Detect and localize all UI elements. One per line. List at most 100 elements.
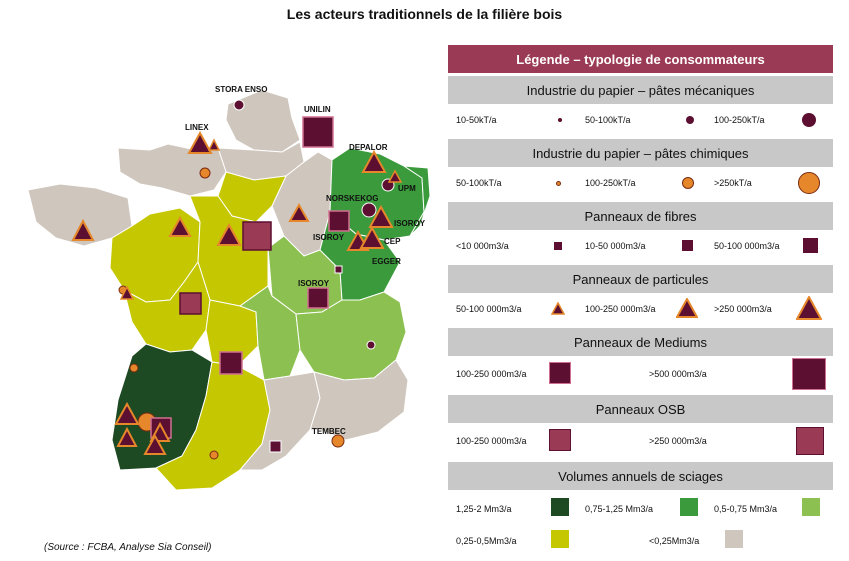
chem-pulp-tembec — [331, 434, 345, 448]
legend-panel: Légende – typologie de consommateurs Ind… — [448, 45, 833, 554]
region-languedoc — [238, 371, 321, 471]
particle-panel-isoroy-east — [368, 204, 394, 228]
particle-panel-ile-de-france — [216, 222, 242, 246]
label-cep: CEP — [384, 237, 401, 246]
medium-panel-champagne — [328, 210, 350, 232]
medium-panel-unilin — [302, 116, 334, 148]
medium-triangle-icon — [676, 298, 698, 318]
particle-panel-bretagne — [71, 218, 95, 241]
label-isoroy-east: ISOROY — [394, 219, 426, 228]
legend-label: <10 000m3/a — [456, 241, 509, 251]
legend-label: 50-100 000m3/a — [714, 241, 780, 251]
legend-row-mediums: 100-250 000m3/a >500 000m3/a — [448, 356, 833, 392]
chem-pulp-charente — [129, 363, 139, 373]
particle-panel-norskekog — [387, 169, 403, 183]
medium-panel-isoroy-bourgogne — [307, 287, 329, 309]
legend-label: >250 000m3/a — [714, 304, 772, 314]
beige-swatch — [725, 530, 743, 548]
legend-label: 50-100kT/a — [585, 115, 631, 125]
region-nord — [225, 89, 301, 153]
legend-label: 1,25-2 Mm3/a — [456, 504, 512, 514]
legend-row-particle: 50-100 000m3/a 100-250 000m3/a >250 000m… — [448, 293, 833, 325]
osb-panel-centre — [242, 221, 272, 251]
light-green-swatch — [802, 498, 820, 516]
legend-title: Légende – typologie de consommateurs — [448, 45, 833, 73]
particle-panel-landes-1 — [114, 401, 140, 425]
region-auvergne — [238, 285, 301, 381]
legend-label: 100-250kT/a — [585, 178, 636, 188]
small-triangle-icon — [551, 302, 565, 315]
particle-panel-landes-3 — [116, 426, 138, 447]
region-alsace — [403, 165, 431, 237]
particle-panel-normandie — [168, 215, 192, 237]
large-square-icon — [796, 427, 824, 455]
particle-panel-landes-4 — [143, 433, 167, 455]
medium-square-icon — [682, 240, 693, 251]
source-note: (Source : FCBA, Analyse Sia Conseil) — [44, 542, 212, 553]
mech-pulp-norskekog — [361, 202, 377, 218]
mech-pulp-stora-enso — [233, 99, 245, 111]
mech-pulp-jura — [366, 340, 376, 350]
legend-label: 0,75-1,25 Mm3/a — [585, 504, 654, 514]
label-isoroy-champagne: ISOROY — [313, 233, 345, 242]
legend-label: 100-250 000m3/a — [456, 436, 527, 446]
medium-circle-icon — [682, 177, 694, 189]
small-circle-icon — [556, 181, 561, 186]
label-norskekog: NORSKEKOG — [326, 194, 378, 203]
particle-panel-linex-2 — [207, 138, 221, 151]
region-normandie — [117, 143, 227, 197]
legend-row-mech-pulp: 10-50kT/a 50-100kT/a 100-250kT/a — [448, 104, 833, 136]
medium-square-icon — [549, 429, 571, 451]
legend-label: 10-50kT/a — [456, 115, 497, 125]
chem-pulp-pau — [209, 450, 219, 460]
dark-green-swatch — [551, 498, 569, 516]
particle-panel-picardie — [288, 202, 310, 222]
legend-label: 0,5-0,75 Mm3/a — [714, 504, 778, 514]
legend-label: 0,25-0,5Mm3/a — [456, 536, 517, 546]
legend-label: 50-100 000m3/a — [456, 304, 522, 314]
label-upm: UPM — [398, 184, 416, 193]
label-linex: LINEX — [185, 123, 209, 132]
particle-panel-vendee — [119, 285, 135, 300]
particle-panel-cep — [359, 225, 385, 249]
large-circle-icon — [802, 113, 816, 127]
legend-heading-fibre: Panneaux de fibres — [448, 202, 833, 230]
label-isoroy-bourgogne: ISOROY — [298, 279, 330, 288]
region-paca — [309, 359, 409, 441]
legend-heading-sciages: Volumes annuels de sciages — [448, 462, 833, 490]
fibre-panel-toulouse — [269, 440, 282, 453]
legend-heading-mediums: Panneaux de Mediums — [448, 328, 833, 356]
legend-label: 50-100kT/a — [456, 178, 502, 188]
legend-label: >500 000m3/a — [649, 369, 707, 379]
label-egger: EGGER — [372, 257, 401, 266]
large-square-icon — [792, 358, 826, 390]
yellow-green-swatch — [551, 530, 569, 548]
legend-heading-mech-pulp: Industrie du papier – pâtes mécaniques — [448, 76, 833, 104]
label-unilin: UNILIN — [304, 105, 331, 114]
legend-row-sciages: 1,25-2 Mm3/a 0,75-1,25 Mm3/a 0,5-0,75 Mm… — [448, 490, 833, 554]
legend-heading-osb: Panneaux OSB — [448, 395, 833, 423]
france-map: STORA ENSO UNILIN LINEX DEPALOR UPM NORS… — [27, 85, 431, 491]
legend-row-fibre: <10 000m3/a 10-50 000m3/a 50-100 000m3/a — [448, 230, 833, 262]
large-triangle-icon — [796, 296, 822, 320]
legend-label: 10-50 000m3/a — [585, 241, 646, 251]
medium-circle-icon — [686, 116, 694, 124]
chem-pulp-linex — [199, 167, 211, 179]
particle-panel-depalor — [361, 149, 387, 173]
label-tembec: TEMBEC — [312, 427, 346, 436]
legend-row-chem-pulp: 50-100kT/a 100-250kT/a >250kT/a — [448, 167, 833, 199]
large-square-icon — [803, 238, 818, 253]
legend-label: >250kT/a — [714, 178, 752, 188]
label-stora-enso: STORA ENSO — [215, 85, 267, 94]
fibre-panel-dijon — [334, 265, 343, 274]
particle-panel-linex — [187, 130, 213, 154]
legend-heading-chem-pulp: Industrie du papier – pâtes chimiques — [448, 139, 833, 167]
legend-label: 100-250kT/a — [714, 115, 765, 125]
medium-square-icon — [549, 362, 571, 384]
osb-panel-poitou — [179, 292, 202, 315]
map-title: Les acteurs traditionnels de la filière … — [286, 6, 563, 22]
label-depalor: DEPALOR — [349, 143, 388, 152]
small-square-icon — [554, 242, 562, 250]
legend-row-osb: 100-250 000m3/a >250 000m3/a — [448, 423, 833, 459]
legend-label: >250 000m3/a — [649, 436, 707, 446]
